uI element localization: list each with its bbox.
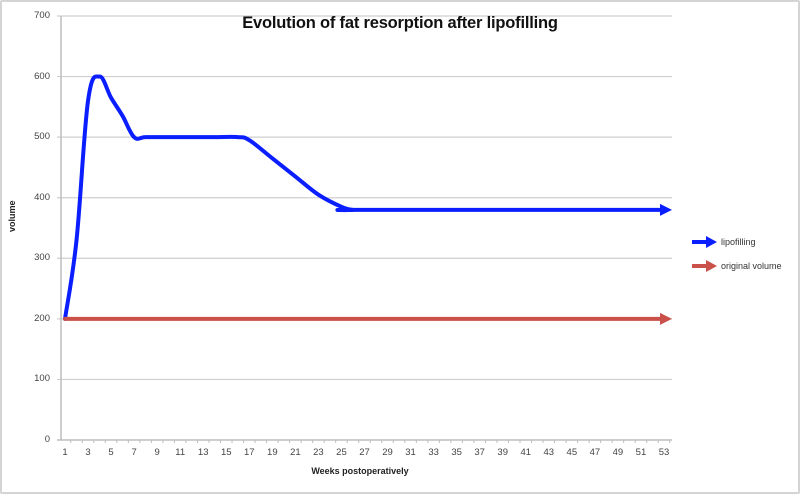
x-tick-label: 7: [131, 447, 137, 458]
legend-item-lipofilling: lipofilling: [690, 230, 782, 254]
arrow-icon: [692, 236, 717, 248]
x-tick-label: 3: [85, 447, 91, 458]
legend-item-original-volume: original volume: [690, 254, 782, 278]
x-tick-label: 9: [154, 447, 160, 458]
y-tick-label: 300: [34, 252, 50, 264]
x-tick-label: 25: [336, 447, 347, 458]
x-tick-label: 29: [382, 447, 393, 458]
y-axis-label: volume: [7, 200, 17, 232]
arrow-icon: [660, 203, 672, 216]
y-tick-label: 600: [34, 70, 50, 82]
y-tick-label: 200: [34, 312, 50, 324]
legend-label: original volume: [721, 261, 782, 271]
x-tick-label: 27: [359, 447, 370, 458]
arrow-icon: [660, 312, 672, 325]
x-tick-label: 51: [635, 447, 647, 458]
x-tick-label: 35: [451, 447, 462, 458]
x-axis-label: Weeks postoperatively: [311, 466, 409, 476]
x-tick-label: 19: [267, 447, 278, 458]
x-tick-label: 31: [405, 447, 416, 458]
x-tick-label: 23: [313, 447, 324, 458]
x-tick-label: 45: [566, 447, 578, 458]
x-tick-label: 17: [244, 447, 255, 458]
y-tick-label: 700: [34, 10, 50, 21]
x-tick-label: 39: [497, 447, 508, 458]
legend: lipofilling original volume: [690, 230, 782, 278]
y-tick-label: 100: [34, 373, 50, 385]
x-tick-label: 53: [658, 447, 670, 458]
series-line-lipofilling: [63, 74, 666, 321]
x-tick-label: 49: [612, 447, 624, 458]
x-tick-label: 5: [108, 447, 114, 458]
chart-title: Evolution of fat resorption after lipofi…: [242, 14, 558, 32]
y-tick-label: 400: [34, 191, 50, 203]
x-tick-label: 43: [543, 447, 555, 458]
x-tick-label: 1: [62, 447, 68, 458]
x-tick-label: 13: [197, 447, 209, 458]
arrow-icon: [692, 260, 717, 272]
x-tick-label: 37: [474, 447, 485, 458]
x-tick-label: 15: [220, 447, 232, 458]
x-tick-label: 21: [290, 447, 301, 458]
x-tick-label: 11: [175, 447, 186, 458]
x-tick-label: 33: [428, 447, 439, 458]
x-tick-label: 41: [520, 447, 532, 458]
y-tick-label: 0: [44, 434, 50, 445]
x-tick-label: 47: [589, 447, 601, 458]
legend-label: lipofilling: [721, 237, 756, 247]
y-tick-label: 500: [34, 131, 50, 143]
